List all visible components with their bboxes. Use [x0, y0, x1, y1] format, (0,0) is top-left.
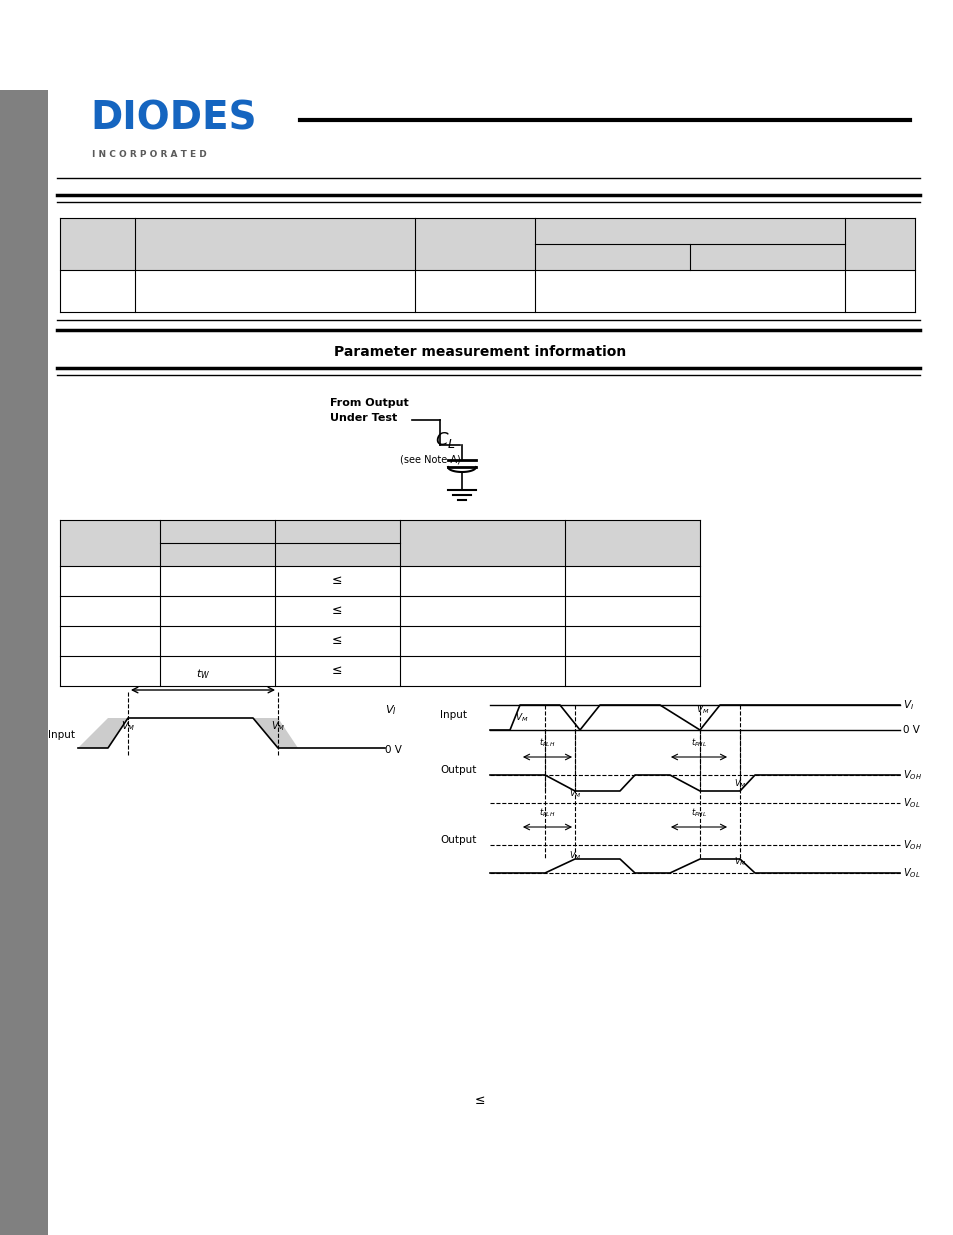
- Text: $V_M$: $V_M$: [733, 856, 745, 868]
- Text: ≤: ≤: [332, 604, 342, 618]
- Text: Under Test: Under Test: [330, 412, 396, 424]
- Polygon shape: [253, 718, 297, 748]
- Text: 0 V: 0 V: [902, 725, 919, 735]
- Polygon shape: [78, 718, 128, 748]
- Text: $V_{OH}$: $V_{OH}$: [902, 839, 921, 852]
- Text: $t_{PLH}$: $t_{PLH}$: [538, 736, 555, 748]
- Text: $t_{PHL}$: $t_{PHL}$: [690, 806, 706, 819]
- Text: $V_M$: $V_M$: [271, 719, 285, 732]
- Text: $V_I$: $V_I$: [902, 698, 913, 711]
- Bar: [60, 520, 700, 566]
- Text: DIODES: DIODES: [90, 100, 256, 138]
- Text: $t_{PHL}$: $t_{PHL}$: [690, 736, 706, 748]
- Text: $V_{OH}$: $V_{OH}$: [902, 768, 921, 782]
- Text: Input: Input: [48, 730, 75, 740]
- Text: I N C O R P O R A T E D: I N C O R P O R A T E D: [91, 149, 207, 159]
- Text: $V_{OL}$: $V_{OL}$: [902, 866, 920, 879]
- Text: (see Note A): (see Note A): [399, 454, 460, 464]
- Text: $V_M$: $V_M$: [121, 719, 135, 732]
- Bar: [60, 219, 914, 270]
- Bar: [0, 90, 48, 1235]
- Text: $t_W$: $t_W$: [195, 667, 210, 680]
- Text: $V_I$: $V_I$: [385, 703, 396, 716]
- Text: $V_M$: $V_M$: [568, 850, 580, 862]
- Text: $t_{PLH}$: $t_{PLH}$: [538, 806, 555, 819]
- Text: Output: Output: [439, 764, 476, 776]
- Text: $V_M$: $V_M$: [733, 778, 745, 790]
- Text: ≤: ≤: [332, 664, 342, 678]
- Text: ≤: ≤: [475, 1093, 485, 1107]
- Text: $V_M$: $V_M$: [515, 711, 528, 724]
- Text: Input: Input: [439, 710, 467, 720]
- Text: ≤: ≤: [332, 574, 342, 588]
- Text: 0 V: 0 V: [385, 745, 401, 755]
- Text: $V_{OL}$: $V_{OL}$: [902, 797, 920, 810]
- Text: ≤: ≤: [332, 635, 342, 647]
- Text: $V_M$: $V_M$: [568, 788, 580, 800]
- Text: From Output: From Output: [330, 398, 408, 408]
- Text: $V_M$: $V_M$: [696, 704, 709, 716]
- Text: $C_L$: $C_L$: [435, 430, 456, 450]
- Text: Parameter measurement information: Parameter measurement information: [334, 345, 625, 359]
- Text: Output: Output: [439, 835, 476, 845]
